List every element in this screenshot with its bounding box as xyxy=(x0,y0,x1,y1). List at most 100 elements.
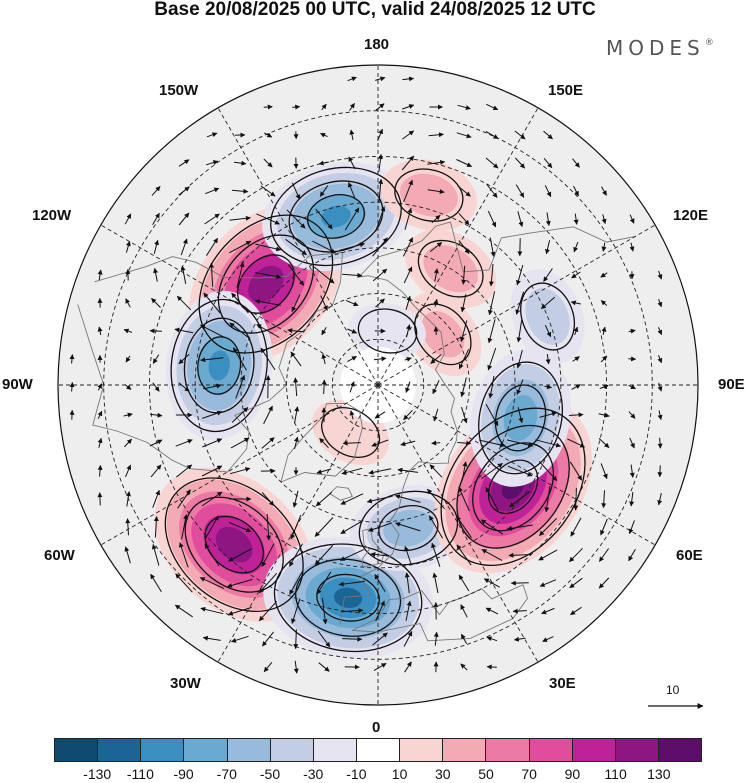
coast-europe xyxy=(339,275,458,625)
wind-arrow xyxy=(485,404,499,427)
wind-arrow xyxy=(228,240,252,254)
wind-arrow xyxy=(397,467,419,473)
wind-arrow xyxy=(517,407,524,424)
wind-arrow xyxy=(461,406,468,424)
wind-arrow xyxy=(258,572,278,594)
wind-arrow xyxy=(149,439,163,447)
modes-logo: MODES® xyxy=(606,36,714,60)
wind-arrow xyxy=(375,298,385,308)
wind-arrow xyxy=(125,355,131,363)
lon-label-120w: 120W xyxy=(32,207,72,224)
wind-arrow xyxy=(486,664,497,670)
colorbar-tick-label: -10 xyxy=(346,766,367,782)
anomaly-trough-arctic-ocean xyxy=(349,303,426,359)
wind-arrow xyxy=(370,551,390,557)
wind-arrow xyxy=(402,104,415,110)
colorbar-tick-label: -90 xyxy=(173,766,194,782)
colorbar-tick-label: -130 xyxy=(83,766,112,782)
wind-arrow xyxy=(569,547,583,563)
wind-arrow xyxy=(428,515,444,539)
wind-arrow xyxy=(174,604,193,618)
wind-arrow xyxy=(404,545,412,564)
colorbar-swatch-10 xyxy=(485,739,529,761)
wind-arrow xyxy=(97,437,103,448)
colorbar-tick-label: 130 xyxy=(647,766,671,782)
wind-arrow xyxy=(375,103,385,111)
wind-arrow xyxy=(175,439,193,447)
wind-arrow xyxy=(174,327,194,334)
wind-arrow xyxy=(371,439,389,447)
wind-arrow xyxy=(199,324,224,338)
wind-arrow xyxy=(544,384,552,390)
colorbar-swatch-7 xyxy=(355,739,400,761)
wind-arrow xyxy=(256,213,280,225)
wind-arrow xyxy=(404,207,413,230)
colorbar-tick-label: -110 xyxy=(126,766,154,782)
wind-arrow xyxy=(202,635,221,641)
wind-arrow xyxy=(403,409,413,421)
wind-arrow xyxy=(429,242,443,252)
wind-arrow xyxy=(372,632,388,646)
colorbar-tick-labels: -130 -110 -90 -70 -50 -30 -10 10 30 50 70 90 110 130 xyxy=(0,766,750,783)
wind-arrow xyxy=(321,379,327,395)
wind-arrow xyxy=(433,268,439,282)
wind-arrow xyxy=(349,102,355,111)
wind-arrow xyxy=(261,492,275,506)
wind-arrow xyxy=(600,355,608,363)
wind-arrow xyxy=(368,468,392,475)
wind-arrow xyxy=(486,184,498,198)
wind-arrow xyxy=(598,438,610,448)
contour-trough-bering-pacific xyxy=(270,166,402,267)
wind-arrow xyxy=(573,185,579,197)
wind-arrow xyxy=(543,268,553,282)
wind-arrow xyxy=(628,328,636,334)
wind-arrow xyxy=(545,212,551,226)
lon-label-150e: 150E xyxy=(548,82,584,99)
wind-arrow xyxy=(375,206,386,232)
wind-arrow xyxy=(349,129,355,141)
wind-arrow xyxy=(289,571,303,595)
wind-arrow xyxy=(347,76,357,82)
wind-arrow xyxy=(428,132,444,138)
wind-arrow xyxy=(657,355,663,364)
wind-arrow xyxy=(481,548,503,562)
wind-arrow xyxy=(571,384,581,390)
wind-arrow xyxy=(347,182,356,200)
wind-arrow xyxy=(320,132,328,138)
wind-arrow xyxy=(151,186,161,196)
wind-arrow xyxy=(287,264,305,286)
wind-arrow xyxy=(97,383,103,391)
wind-arrow xyxy=(433,298,439,307)
wind-arrow xyxy=(69,382,75,392)
wind-arrow xyxy=(544,324,552,338)
wind-arrow xyxy=(200,357,224,363)
wind-arrow xyxy=(342,636,363,642)
wind-arrow xyxy=(348,156,356,170)
wind-arrow xyxy=(291,294,301,312)
wind-arrow xyxy=(181,514,188,540)
wind-arrow xyxy=(294,406,300,424)
wind-arrow xyxy=(229,521,252,533)
wind-arrow xyxy=(341,608,364,614)
coast-greenland xyxy=(280,402,363,483)
wind-arrow xyxy=(152,382,160,392)
wind-arrow xyxy=(152,354,160,364)
wind-arrow xyxy=(230,437,250,449)
wind-arrow xyxy=(571,271,581,279)
wind-arrow xyxy=(372,268,388,282)
wind-arrow xyxy=(405,600,412,621)
wind-arrow xyxy=(374,76,386,82)
wind-arrow xyxy=(405,381,411,393)
wind-arrow xyxy=(486,636,498,642)
lon-label-120e: 120E xyxy=(673,207,709,224)
wind-arrow xyxy=(69,354,75,364)
wind-arrow xyxy=(339,242,365,251)
wind-arrow xyxy=(317,630,331,648)
wind-arrow xyxy=(261,437,275,449)
wind-arrow xyxy=(125,240,131,253)
lon-label-90e: 90E xyxy=(718,376,745,393)
wind-arrow xyxy=(458,574,470,592)
wind-arrow xyxy=(202,438,223,448)
wind-arrow xyxy=(293,629,299,650)
wind-arrow xyxy=(177,489,191,509)
